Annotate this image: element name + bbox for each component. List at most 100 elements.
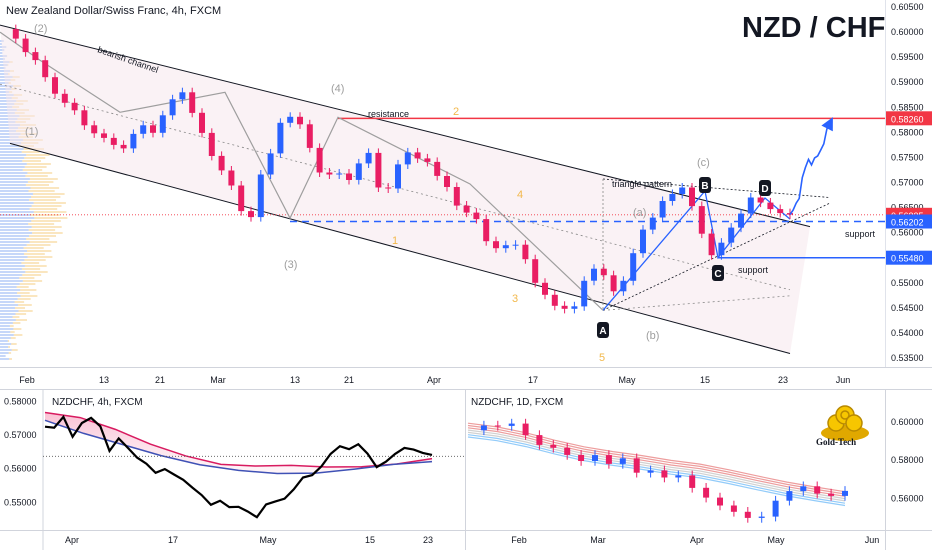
price-tick-label: 0.58500 bbox=[891, 102, 924, 112]
candle-body bbox=[758, 516, 765, 518]
candle-body bbox=[633, 458, 640, 473]
price-tick-label: 0.58000 bbox=[891, 127, 924, 137]
volume-profile-bar bbox=[25, 184, 49, 186]
volume-profile-bar bbox=[0, 232, 33, 234]
volume-profile-bar bbox=[0, 331, 11, 333]
candle-body bbox=[189, 92, 196, 113]
candle-body bbox=[842, 490, 848, 496]
wave-label: (a) bbox=[633, 207, 646, 219]
candle-body bbox=[767, 202, 774, 210]
main-time-axis[interactable]: Feb 13 21 Mar 13 21 Apr 17 May 15 23 Jun bbox=[0, 375, 932, 390]
sub2-price-tick: 0.58000 bbox=[891, 455, 924, 465]
candle-body bbox=[453, 187, 460, 206]
candle-body bbox=[326, 172, 333, 175]
time-tick-label: Apr bbox=[427, 375, 441, 385]
volume-profile-bar bbox=[33, 211, 67, 213]
volume-profile-bar bbox=[0, 199, 30, 201]
sub2-price-tick: 0.60000 bbox=[891, 417, 924, 427]
sub2-time-tick: Feb bbox=[511, 535, 527, 545]
candle-body bbox=[101, 133, 107, 138]
volume-profile-bar bbox=[12, 322, 21, 324]
ma-ribbon-line bbox=[467, 429, 846, 500]
sub2-time-tick: Jun bbox=[865, 535, 880, 545]
volume-profile-bar bbox=[33, 193, 65, 195]
volume-profile-bar bbox=[0, 304, 19, 306]
candle-body bbox=[571, 306, 578, 309]
annotation-label: triangle pattern bbox=[612, 179, 672, 189]
volume-profile-bar bbox=[32, 232, 63, 234]
candle-body bbox=[551, 294, 558, 306]
candle-body bbox=[385, 187, 392, 189]
volume-profile-bar bbox=[29, 235, 56, 237]
candle-body bbox=[257, 174, 264, 218]
volume-profile-bar bbox=[22, 160, 41, 162]
volume-profile-bar bbox=[18, 304, 32, 306]
time-tick-label: 13 bbox=[99, 375, 109, 385]
volume-profile-bar bbox=[0, 145, 20, 147]
ma-slow-line bbox=[44, 411, 433, 468]
volume-profile-bar bbox=[17, 292, 30, 294]
candle-body bbox=[71, 102, 78, 111]
candle-body bbox=[564, 447, 571, 455]
candle-body bbox=[703, 487, 710, 498]
main-price-axis[interactable]: 0.60500 0.60000 0.59500 0.59000 0.58500 0.580… bbox=[886, 2, 932, 363]
candle-body bbox=[365, 152, 372, 164]
candle-body bbox=[297, 116, 303, 125]
volume-profile-bar bbox=[0, 349, 12, 351]
volume-profile-bar bbox=[31, 205, 62, 207]
candle-body bbox=[592, 455, 598, 461]
candle-body bbox=[355, 163, 362, 180]
volume-profile-bar bbox=[0, 193, 33, 195]
elliott-wave-line bbox=[0, 31, 604, 311]
price-tag: 0.56202 bbox=[891, 218, 924, 228]
candle-body bbox=[42, 60, 49, 78]
volume-profile-bar bbox=[18, 310, 33, 312]
volume-profile-bar bbox=[0, 217, 35, 219]
candle-body bbox=[287, 116, 294, 123]
volume-profile-bar bbox=[0, 208, 30, 210]
volume-profile-bar bbox=[22, 280, 43, 282]
minor-wave-label: 3 bbox=[512, 293, 518, 305]
candle-body bbox=[828, 493, 835, 496]
triangle-base-line bbox=[602, 295, 791, 311]
candle-body bbox=[744, 511, 751, 518]
candle-body bbox=[542, 282, 548, 295]
sub-chart-4h-pane[interactable]: 0.58000 0.57000 0.56000 0.55000 Apr 17 May 15 23 bbox=[0, 390, 466, 550]
sub-chart-1d-pane[interactable]: 0.60000 0.58000 0.56000 Feb Mar Apr May Jun bbox=[466, 390, 932, 550]
candle-body bbox=[610, 275, 617, 292]
price-tick-label: 0.54000 bbox=[891, 328, 924, 338]
wave-label: (4) bbox=[331, 83, 344, 95]
volume-profile-bar bbox=[10, 337, 16, 339]
volume-profile-bar bbox=[0, 259, 25, 261]
volume-profile-bar bbox=[0, 151, 22, 153]
sub1-price-tick: 0.56000 bbox=[4, 464, 37, 474]
candle-body bbox=[689, 475, 696, 488]
volume-profile-bar bbox=[29, 241, 58, 243]
ma-ribbon-line bbox=[467, 436, 846, 507]
volume-profile-bar bbox=[13, 328, 22, 330]
volume-profile-bar bbox=[0, 340, 8, 342]
candle-body bbox=[179, 92, 186, 100]
volume-profile-bar bbox=[9, 358, 12, 360]
volume-profile-bar bbox=[24, 259, 46, 261]
candle-body bbox=[494, 425, 501, 427]
volume-profile-bar bbox=[0, 322, 13, 324]
volume-profile-bar bbox=[0, 307, 15, 309]
annotation-label: support bbox=[845, 229, 876, 239]
minor-wave-label: 5 bbox=[599, 352, 605, 364]
time-tick-label: 23 bbox=[778, 375, 788, 385]
time-tick-label: Jun bbox=[836, 375, 851, 385]
channel-lower-line bbox=[9, 142, 791, 354]
volume-profile-bar bbox=[30, 187, 60, 189]
candle-body bbox=[199, 112, 205, 133]
volume-profile-bar bbox=[0, 52, 3, 54]
volume-profile-bar bbox=[0, 310, 19, 312]
volume-profile-bar bbox=[0, 166, 25, 168]
volume-profile-bar bbox=[20, 295, 38, 297]
candle-body bbox=[336, 173, 343, 175]
sub2-time-tick: Apr bbox=[690, 535, 704, 545]
volume-profile-bar bbox=[11, 349, 18, 351]
annotation-label: resistance bbox=[368, 109, 409, 119]
